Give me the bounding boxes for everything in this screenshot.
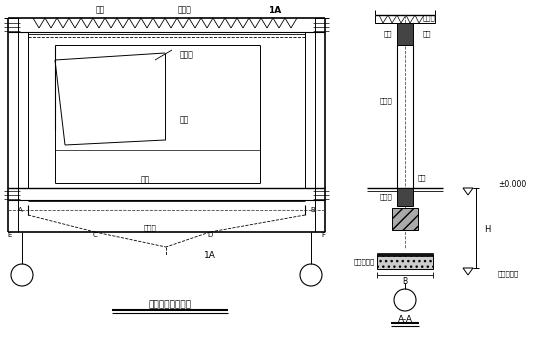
- Text: 圈梁: 圈梁: [423, 31, 431, 37]
- Text: 门扇: 门扇: [180, 116, 189, 125]
- Text: 门框架: 门框架: [379, 98, 392, 104]
- Bar: [377, 253, 433, 256]
- Text: 空心板: 空心板: [423, 15, 436, 21]
- Text: 圈梁: 圈梁: [384, 31, 392, 37]
- Text: 圈梁: 圈梁: [95, 6, 105, 14]
- Bar: [397, 23, 413, 45]
- Text: 柱梁: 柱梁: [418, 175, 427, 181]
- Text: 门框架: 门框架: [180, 51, 194, 60]
- Text: ±0.000: ±0.000: [498, 180, 526, 189]
- Text: B: B: [310, 207, 315, 213]
- Text: A-A: A-A: [397, 314, 412, 323]
- Text: 地圈梁: 地圈梁: [379, 194, 392, 200]
- Text: D: D: [208, 232, 212, 238]
- Bar: [392, 208, 418, 230]
- Text: 空心板: 空心板: [178, 6, 192, 14]
- Text: 1A: 1A: [204, 250, 216, 259]
- Text: 图一，门框架布置: 图一，门框架布置: [149, 301, 191, 310]
- Bar: [377, 255, 433, 269]
- Text: 1A: 1A: [268, 6, 282, 14]
- Polygon shape: [463, 188, 473, 195]
- Text: 地板槎: 地板槎: [144, 225, 157, 231]
- Text: 基基底标高: 基基底标高: [498, 271, 519, 277]
- Text: F: F: [321, 232, 325, 238]
- Text: A: A: [18, 207, 23, 213]
- Text: H: H: [484, 225, 491, 234]
- Text: 混凝土垫层: 混凝土垫层: [354, 259, 375, 265]
- Polygon shape: [463, 268, 473, 275]
- Bar: [397, 188, 413, 206]
- Text: C: C: [93, 232, 98, 238]
- Text: B: B: [403, 278, 408, 287]
- Text: 地梁: 地梁: [140, 175, 150, 184]
- Text: E: E: [8, 232, 12, 238]
